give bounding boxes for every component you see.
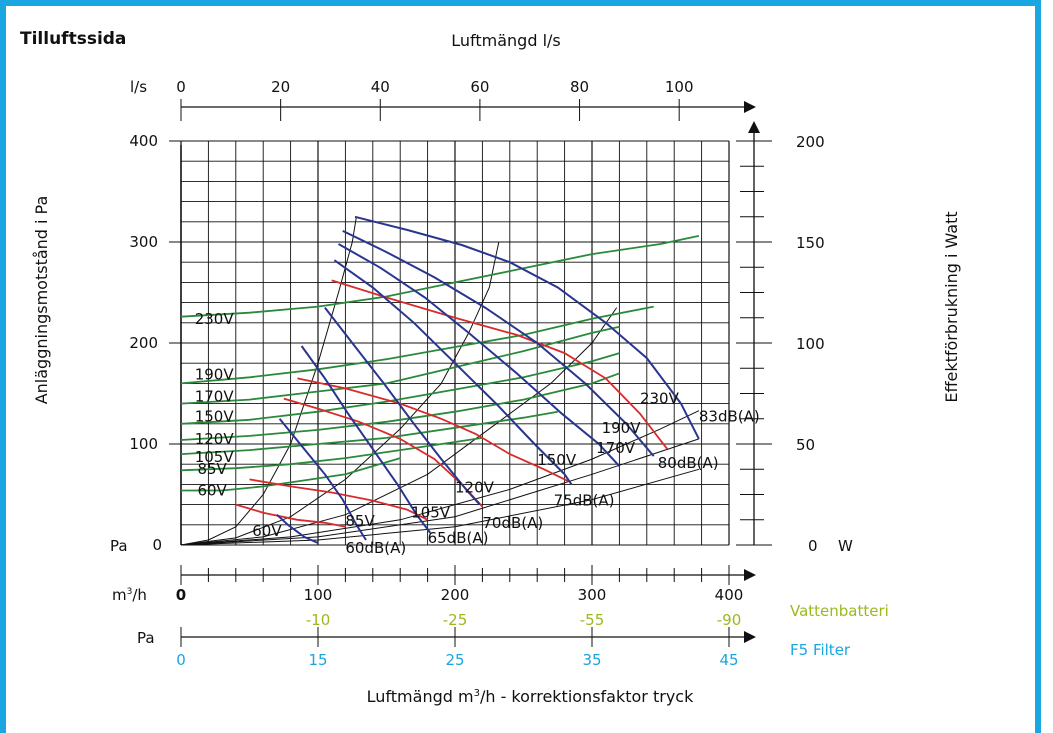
top-axis-arrow <box>744 101 756 113</box>
filter-tick-label: 35 <box>582 651 601 669</box>
curve-label: 230V <box>195 310 235 328</box>
curve-label: 60V <box>252 522 282 540</box>
top-tick-label: 0 <box>176 78 186 96</box>
top-tick-label: 40 <box>371 78 390 96</box>
sound-curve <box>250 479 428 519</box>
y-left-unit: Pa <box>110 537 128 555</box>
bottom-tick-label: 200 <box>441 586 470 604</box>
pressure-curve-150v <box>334 260 571 484</box>
top-tick-label: 20 <box>271 78 290 96</box>
power-curve-230v <box>181 236 699 317</box>
power-curve-105v <box>181 412 558 454</box>
bottom-tick-label: 0 <box>176 586 186 604</box>
top-axis-title: Luftmängd l/s <box>451 31 561 50</box>
curve-label: 60dB(A) <box>345 539 406 557</box>
y-right-tick-label: 150 <box>796 234 825 252</box>
y-right-tick-label: 200 <box>796 133 825 151</box>
left-axis-title: Anläggningsmotstånd i Pa <box>32 196 51 405</box>
filter-tick-label: 0 <box>176 651 186 669</box>
top-axis-unit: l/s <box>130 78 147 96</box>
curve-label: 150V <box>195 408 235 426</box>
top-tick-label: 60 <box>470 78 489 96</box>
curve-label: 170V <box>596 439 636 457</box>
curve-label: 60V <box>197 481 227 499</box>
y-right-axis-arrow <box>748 121 760 133</box>
filter-tick-label: 15 <box>308 651 327 669</box>
bottom-axis-title: Luftmängd m3/h - korrektionsfaktor tryck <box>367 687 694 706</box>
top-tick-label: 100 <box>665 78 694 96</box>
bottom-tick-label: 300 <box>578 586 607 604</box>
bottom-axis-unit: m3/h <box>112 586 147 604</box>
curve-label: 83dB(A) <box>699 408 760 426</box>
y-left-tick-label: 100 <box>129 435 158 453</box>
curve-label: 190V <box>602 419 642 437</box>
y-left-tick-label: 300 <box>129 233 158 251</box>
curve-label: 190V <box>195 365 235 383</box>
filter-axis-arrow <box>744 631 756 643</box>
curve-label: 120V <box>195 430 235 448</box>
water-battery-tick-label: -10 <box>306 611 331 629</box>
curve-label: 65dB(A) <box>428 529 489 547</box>
curve-label: 150V <box>537 451 577 469</box>
pressure-curve-120v <box>325 308 480 505</box>
section-title: Tilluftssida <box>20 29 126 49</box>
chart-curves <box>181 217 699 545</box>
curve-label: 85V <box>197 460 227 478</box>
right-axis-title: Effektförbrukning i Watt <box>942 211 961 402</box>
curve-label: 170V <box>195 388 235 406</box>
y-left-tick-label: 0 <box>152 536 162 554</box>
curve-label: 75dB(A) <box>554 492 615 510</box>
curve-label: 105V <box>411 504 451 522</box>
water-battery-tick-label: -25 <box>443 611 468 629</box>
water-battery-tick-label: -55 <box>580 611 605 629</box>
filter-tick-label: 25 <box>445 651 464 669</box>
water-battery-tick-label: -90 <box>717 611 742 629</box>
bottom-axis-arrow <box>744 569 756 581</box>
bottom-tick-label: 400 <box>715 586 744 604</box>
water-battery-label: Vattenbatteri <box>790 602 889 620</box>
curve-label: 230V <box>640 390 680 408</box>
filter-tick-label: 45 <box>719 651 738 669</box>
bottom-tick-label: 100 <box>304 586 333 604</box>
y-right-tick-label: 50 <box>796 436 815 454</box>
curve-label: 80dB(A) <box>658 454 719 472</box>
curve-label: 70dB(A) <box>482 514 543 532</box>
y-right-tick-label: 0 <box>808 537 818 555</box>
top-tick-label: 80 <box>570 78 589 96</box>
y-right-tick-label: 100 <box>796 335 825 353</box>
curve-label: 85V <box>345 512 375 530</box>
y-left-tick-label: 200 <box>129 334 158 352</box>
y-left-tick-label: 400 <box>129 132 158 150</box>
y-right-unit: W <box>838 537 853 555</box>
filter-axis-unit: Pa <box>137 629 155 647</box>
power-curve-190v <box>181 307 654 384</box>
filter-label: F5 Filter <box>790 641 851 659</box>
curve-label: 120V <box>455 478 495 496</box>
